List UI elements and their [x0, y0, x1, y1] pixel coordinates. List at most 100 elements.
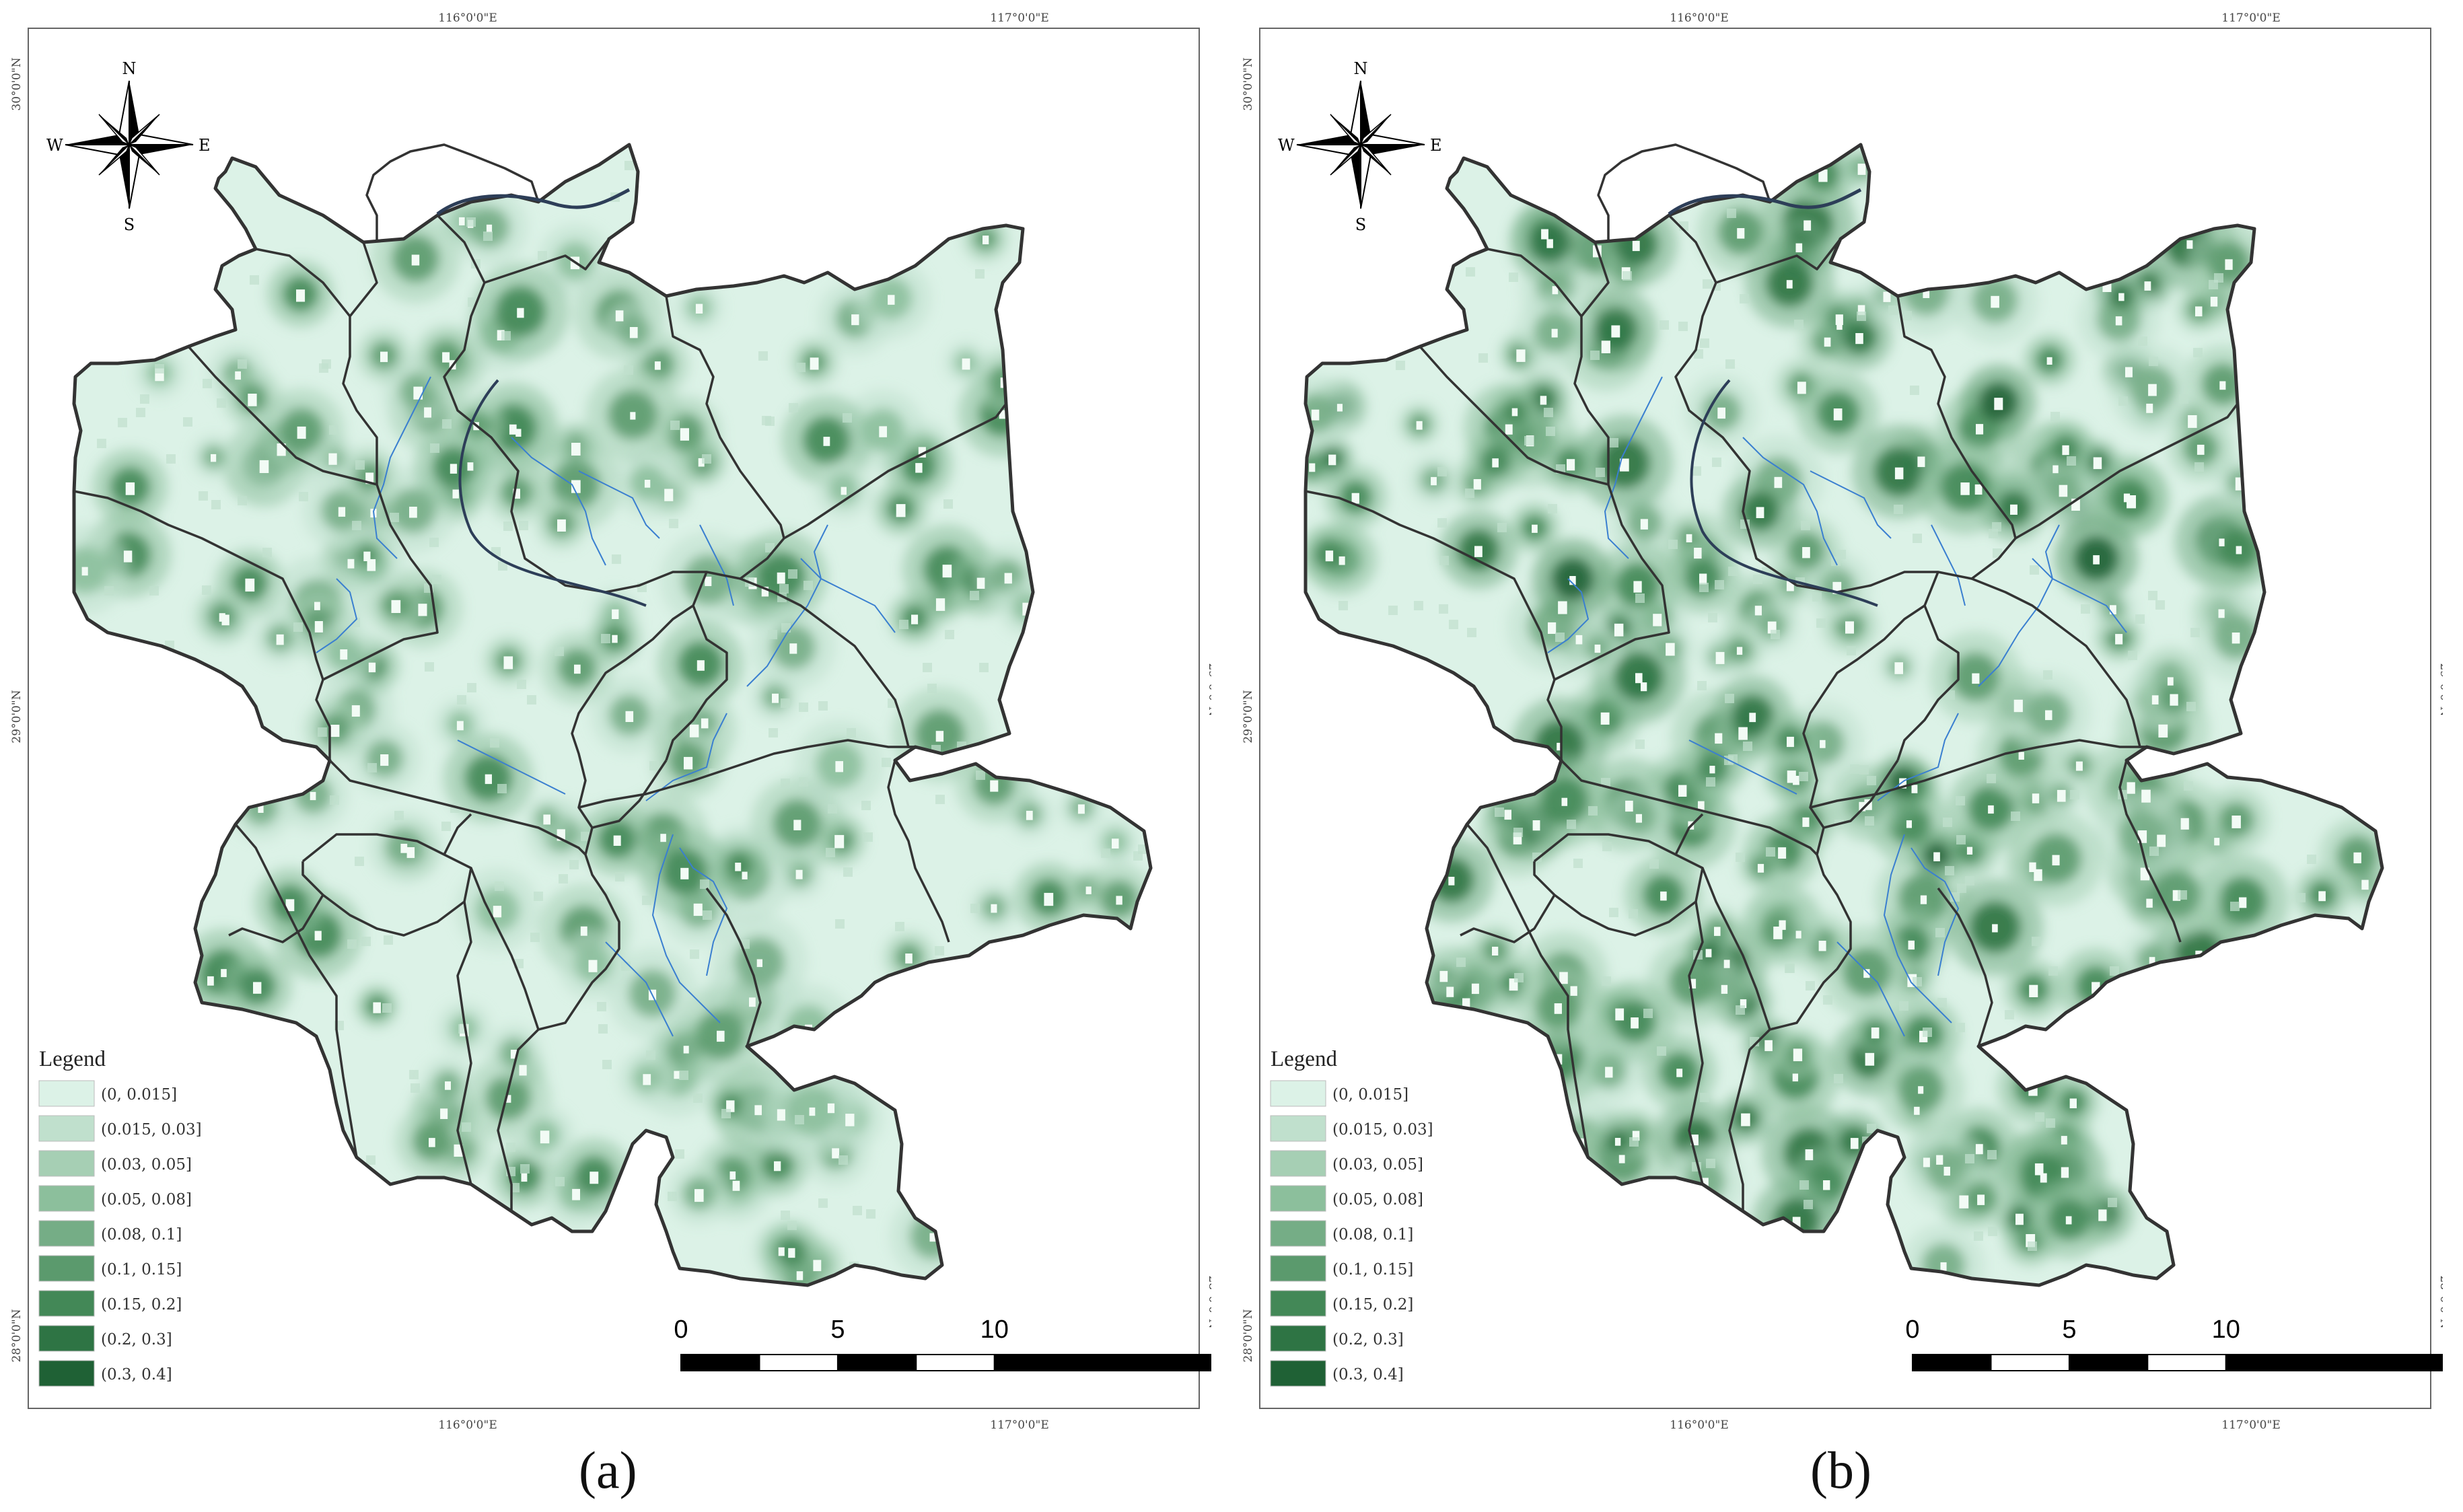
- density-cell: [510, 1050, 517, 1059]
- density-cell: [1600, 712, 1610, 725]
- density-pixel: [1989, 529, 1998, 538]
- density-pixel: [1902, 311, 1912, 320]
- density-cell: [2069, 1098, 2077, 1108]
- density-pixel: [390, 513, 399, 522]
- density-cell: [235, 371, 241, 380]
- density-pixel: [703, 910, 712, 920]
- density-pixel: [693, 1093, 703, 1103]
- density-pixel: [1888, 305, 1898, 315]
- density-cell: [411, 254, 420, 266]
- density-cell: [2093, 457, 2102, 470]
- county-boundary: [665, 571, 728, 761]
- map-frame: [28, 28, 1200, 1409]
- density-pixel: [1804, 1200, 1813, 1209]
- compass-e: E: [199, 136, 211, 155]
- density-cell: [1532, 524, 1538, 533]
- density-cell: [1660, 891, 1667, 901]
- density-cell: [1833, 408, 1843, 421]
- density-pixel: [538, 251, 547, 260]
- density-cell: [380, 754, 389, 766]
- density-cell: [2170, 694, 2178, 706]
- density-pixel: [2209, 280, 2218, 289]
- right-lat-label-2: 28°0'0"N: [1206, 1275, 1211, 1328]
- density-pixel: [1945, 866, 1954, 875]
- legend: Legend (0, 0.015] (0.015, 0.03] (0.03, 0.0…: [38, 1047, 202, 1387]
- density-cell: [1632, 1130, 1640, 1141]
- density-pixel: [1133, 851, 1143, 861]
- density-cell: [1567, 459, 1575, 471]
- density-cell: [1899, 778, 1906, 789]
- density-cell: [1740, 999, 1747, 1009]
- density-cell: [888, 295, 895, 305]
- density-cell: [834, 834, 845, 849]
- bottom-lon-label-1: 116°0'0"E: [438, 1418, 497, 1432]
- density-pixel: [979, 663, 989, 672]
- density-pixel: [799, 777, 808, 787]
- density-pixel: [355, 460, 365, 470]
- density-cell: [253, 982, 262, 994]
- county-boundary: [1896, 571, 1960, 761]
- legend-swatch: [1270, 1080, 1326, 1107]
- density-cell: [1511, 408, 1518, 417]
- legend-swatch: [38, 1325, 95, 1352]
- left-lat-label-1: 30°0'0"N: [10, 57, 24, 110]
- density-cell: [1635, 814, 1642, 823]
- scale-segment: [915, 1354, 995, 1371]
- density-pixel: [1857, 312, 1866, 321]
- density-cell: [684, 756, 693, 770]
- compass-n: N: [1354, 59, 1368, 78]
- density-pixel: [2186, 702, 2196, 711]
- density-pixel: [352, 521, 361, 530]
- density-cell: [409, 507, 417, 518]
- density-pixel: [441, 822, 451, 831]
- density-pixel: [2028, 1241, 2037, 1251]
- density-cell: [571, 443, 581, 456]
- density-cell: [1325, 550, 1334, 562]
- density-pixel: [2050, 412, 2060, 421]
- density-cell: [1959, 1195, 1969, 1209]
- map-canvas: 116°0'0"E 117°0'0"E 116°0'0"E 117°0'0"E …: [1242, 11, 2443, 1432]
- density-cell: [258, 805, 264, 813]
- density-cell: [1894, 467, 1904, 480]
- density-pixel: [559, 874, 568, 884]
- density-cell: [1804, 220, 1812, 231]
- density-cell: [612, 635, 618, 643]
- density-cell: [1793, 1048, 1803, 1062]
- density-cell: [1575, 635, 1583, 645]
- density-pixel: [483, 231, 493, 241]
- density-pixel: [935, 946, 944, 956]
- density-pixel: [1910, 386, 1919, 395]
- density-cell: [683, 1046, 689, 1054]
- compass-e: E: [1430, 136, 1442, 155]
- density-pixel: [351, 618, 360, 627]
- density-pixel: [943, 499, 953, 509]
- density-pixel: [1706, 1159, 1715, 1168]
- density-cell: [1855, 333, 1863, 345]
- density-pixel: [804, 581, 813, 590]
- density-cell: [1044, 892, 1054, 906]
- density-cell: [211, 454, 217, 462]
- density-pixel: [679, 1071, 688, 1080]
- density-pixel: [409, 1070, 419, 1079]
- density-cell: [2144, 281, 2151, 291]
- density-pixel: [2296, 893, 2306, 902]
- density-cell: [1749, 713, 1756, 723]
- density-pixel: [1706, 777, 1715, 787]
- county-boundary: [1560, 759, 1818, 856]
- density-cell: [338, 507, 346, 517]
- density-cell: [1795, 931, 1801, 939]
- main-river: [436, 188, 631, 215]
- density-cell: [1690, 1135, 1699, 1146]
- density-cell: [1976, 424, 1984, 435]
- density-pixel: [624, 161, 634, 170]
- legend-swatch: [1270, 1325, 1326, 1352]
- river-line: [1836, 941, 1905, 1037]
- county-boundary: [1896, 295, 2017, 539]
- density-pixel: [1697, 681, 1707, 690]
- density-pixel: [818, 701, 828, 711]
- density-pixel: [497, 784, 507, 793]
- density-pixel: [2035, 1112, 2044, 1122]
- density-cell: [493, 906, 502, 918]
- density-pixel: [779, 584, 789, 593]
- density-pixel: [1388, 606, 1398, 615]
